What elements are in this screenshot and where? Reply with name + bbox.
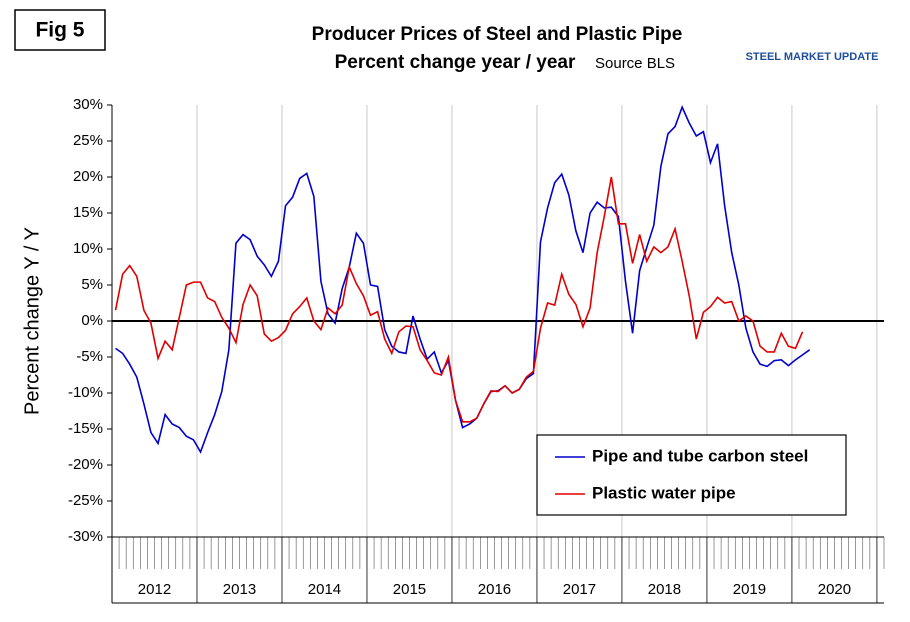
x-tick-label: 2020	[818, 581, 851, 598]
y-tick-label: -10%	[68, 384, 103, 401]
x-tick-label: 2017	[563, 581, 596, 598]
legend-box	[536, 434, 847, 516]
logo: STEEL MARKET UPDATE	[746, 51, 879, 63]
figure-label: Fig 5	[35, 19, 84, 42]
series-line	[115, 105, 811, 454]
x-tick-label: 2015	[393, 581, 426, 598]
x-tick-label: 2014	[308, 581, 341, 598]
y-tick-label: -20%	[68, 456, 103, 473]
figure-label-box	[14, 9, 106, 51]
y-tick-label: 20%	[73, 168, 103, 185]
source: Source BLS	[595, 55, 675, 72]
y-tick-label: -25%	[68, 492, 103, 509]
y-tick-label: 10%	[73, 240, 103, 257]
legend-label: Plastic water pipe	[592, 483, 736, 502]
x-tick-label: 2016	[478, 581, 511, 598]
y-tick-label: 30%	[73, 96, 103, 113]
y-tick-label: 25%	[73, 132, 103, 149]
y-tick-label: -15%	[68, 420, 103, 437]
legend-label: Pipe and tube carbon steel	[592, 446, 808, 465]
y-axis-label: Percent change Y / Y	[21, 227, 43, 415]
x-tick-label: 2012	[138, 581, 171, 598]
x-tick-label: 2019	[733, 581, 766, 598]
x-tick-label: 2013	[223, 581, 256, 598]
chart-subtitle: Percent change year / year	[335, 52, 576, 73]
x-tick-label: 2018	[648, 581, 681, 598]
y-tick-label: 0%	[81, 312, 103, 329]
y-tick-label: -5%	[76, 348, 103, 365]
y-tick-label: -30%	[68, 528, 103, 545]
series-line	[114, 176, 804, 423]
y-tick-label: 15%	[73, 204, 103, 221]
chart-title: Producer Prices of Steel and Plastic Pip…	[312, 24, 683, 45]
y-tick-label: 5%	[81, 276, 103, 293]
